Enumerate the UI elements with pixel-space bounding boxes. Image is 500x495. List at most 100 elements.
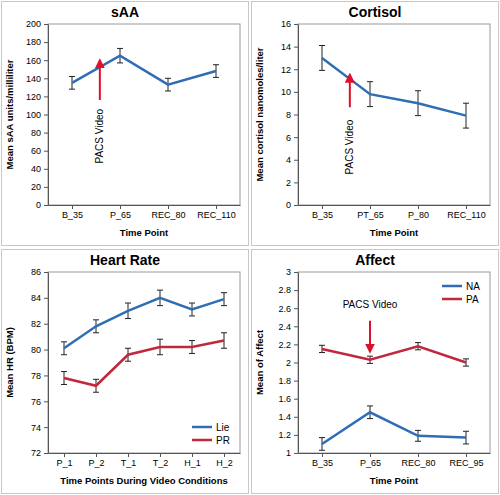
tick-label: P_2	[88, 458, 104, 468]
x-tick: REC_110	[197, 205, 235, 220]
panel: Cortisol0246810121416B_35PT_65P_80REC_11…	[252, 2, 499, 246]
tick-mark	[294, 205, 298, 206]
y-axis-title: Mean cortisol nanomoles/liter	[254, 47, 265, 181]
y-tick: 10	[281, 87, 298, 97]
tick-label: 76	[31, 397, 41, 407]
x-tick: H_1	[184, 453, 201, 468]
legend-entry: PA	[442, 294, 479, 305]
tick-label: B_35	[312, 210, 333, 220]
tick-label: REC_110	[197, 210, 235, 220]
tick-label: 86	[31, 267, 41, 277]
marks	[69, 48, 219, 91]
tick-mark	[44, 133, 48, 134]
axis-line	[299, 205, 491, 206]
tick-mark	[44, 324, 48, 325]
tick-mark	[44, 453, 48, 454]
plot-area: 020406080100120140160180200B_35P_65REC_8…	[26, 19, 241, 220]
tick-label: 120	[26, 92, 41, 102]
tick-mark	[294, 417, 298, 418]
tick-label: 60	[31, 146, 41, 156]
x-tick: REC_110	[447, 205, 485, 220]
x-tick: H_2	[216, 453, 233, 468]
tick-mark	[160, 453, 161, 457]
x-tick: P_2	[88, 453, 104, 468]
legend-entry: Lie	[192, 422, 230, 433]
tick-mark	[128, 453, 129, 457]
series-line	[64, 341, 224, 386]
y-tick: 76	[31, 397, 48, 407]
tick-label: 1.4	[278, 412, 291, 422]
tick-label: 180	[26, 37, 41, 47]
panel-border	[2, 2, 249, 246]
plot-frame	[48, 272, 240, 453]
tick-mark	[294, 24, 298, 25]
tick-mark	[216, 205, 217, 209]
chart-title: Heart Rate	[90, 252, 160, 268]
y-tick: 0	[36, 200, 48, 210]
tick-label: REC_80	[401, 458, 435, 468]
y-tick: 16	[281, 19, 298, 29]
x-axis: B_35P_65REC_80REC_95	[299, 453, 491, 468]
tick-mark	[44, 298, 48, 299]
tick-mark	[370, 205, 371, 209]
y-tick: 1.6	[278, 394, 298, 404]
tick-mark	[370, 453, 371, 457]
chart-title: Cortisol	[349, 4, 402, 20]
tick-mark	[294, 290, 298, 291]
tick-mark	[44, 401, 48, 402]
tick-label: 40	[31, 164, 41, 174]
tick-label: 0	[36, 200, 41, 210]
tick-label: 2.6	[278, 304, 291, 314]
legend-entry: NA	[442, 281, 480, 292]
y-tick: 8	[286, 110, 298, 120]
chart-title: sAA	[111, 4, 139, 20]
y-tick: 140	[26, 74, 48, 84]
y-tick: 160	[26, 56, 48, 66]
legend-label: NA	[466, 281, 480, 292]
x-axis-title: Time Point	[370, 475, 419, 486]
x-axis: B_35P_65REC_80REC_110	[49, 205, 241, 220]
tick-mark	[322, 205, 323, 209]
tick-label: 78	[31, 371, 41, 381]
y-tick: 1.8	[278, 376, 298, 386]
y-tick: 86	[31, 267, 48, 277]
tick-label: 10	[281, 87, 291, 97]
x-tick: B_35	[62, 205, 83, 220]
tick-mark	[466, 453, 467, 457]
y-tick: 2.6	[278, 304, 298, 314]
tick-label: P_80	[408, 210, 429, 220]
y-tick: 72	[31, 448, 48, 458]
y-tick: 4	[286, 155, 298, 165]
tick-mark	[418, 453, 419, 457]
plot-frame	[298, 272, 490, 453]
tick-label: 100	[26, 110, 41, 120]
tick-label: 84	[31, 293, 41, 303]
y-axis-title: Mean sAA units/milliliter	[4, 59, 15, 169]
legend-swatch	[442, 285, 462, 288]
tick-mark	[418, 205, 419, 209]
axis-line	[298, 273, 299, 454]
annotation: PACS Video	[94, 108, 105, 163]
tick-mark	[44, 78, 48, 79]
y-tick: 2	[286, 358, 298, 368]
tick-mark	[44, 151, 48, 152]
tick-label: T_2	[153, 458, 169, 468]
tick-label: REC_80	[151, 210, 185, 220]
tick-mark	[72, 205, 73, 209]
y-tick: 78	[31, 371, 48, 381]
tick-mark	[44, 272, 48, 273]
tick-label: 2	[286, 358, 291, 368]
axis-line	[48, 25, 49, 206]
annotation-arrow	[369, 321, 371, 352]
legend-label: PR	[216, 435, 230, 446]
y-tick: 60	[31, 146, 48, 156]
x-tick: REC_80	[151, 205, 185, 220]
y-tick: 3	[286, 267, 298, 277]
figure: sAA020406080100120140160180200B_35P_65RE…	[0, 0, 500, 495]
x-tick: REC_95	[449, 453, 483, 468]
tick-label: 1	[286, 448, 291, 458]
tick-mark	[294, 92, 298, 93]
annotation: PACS Video	[343, 299, 398, 310]
x-axis: P_1P_2T_1T_2H_1H_2	[49, 453, 241, 468]
series-line	[72, 56, 216, 85]
